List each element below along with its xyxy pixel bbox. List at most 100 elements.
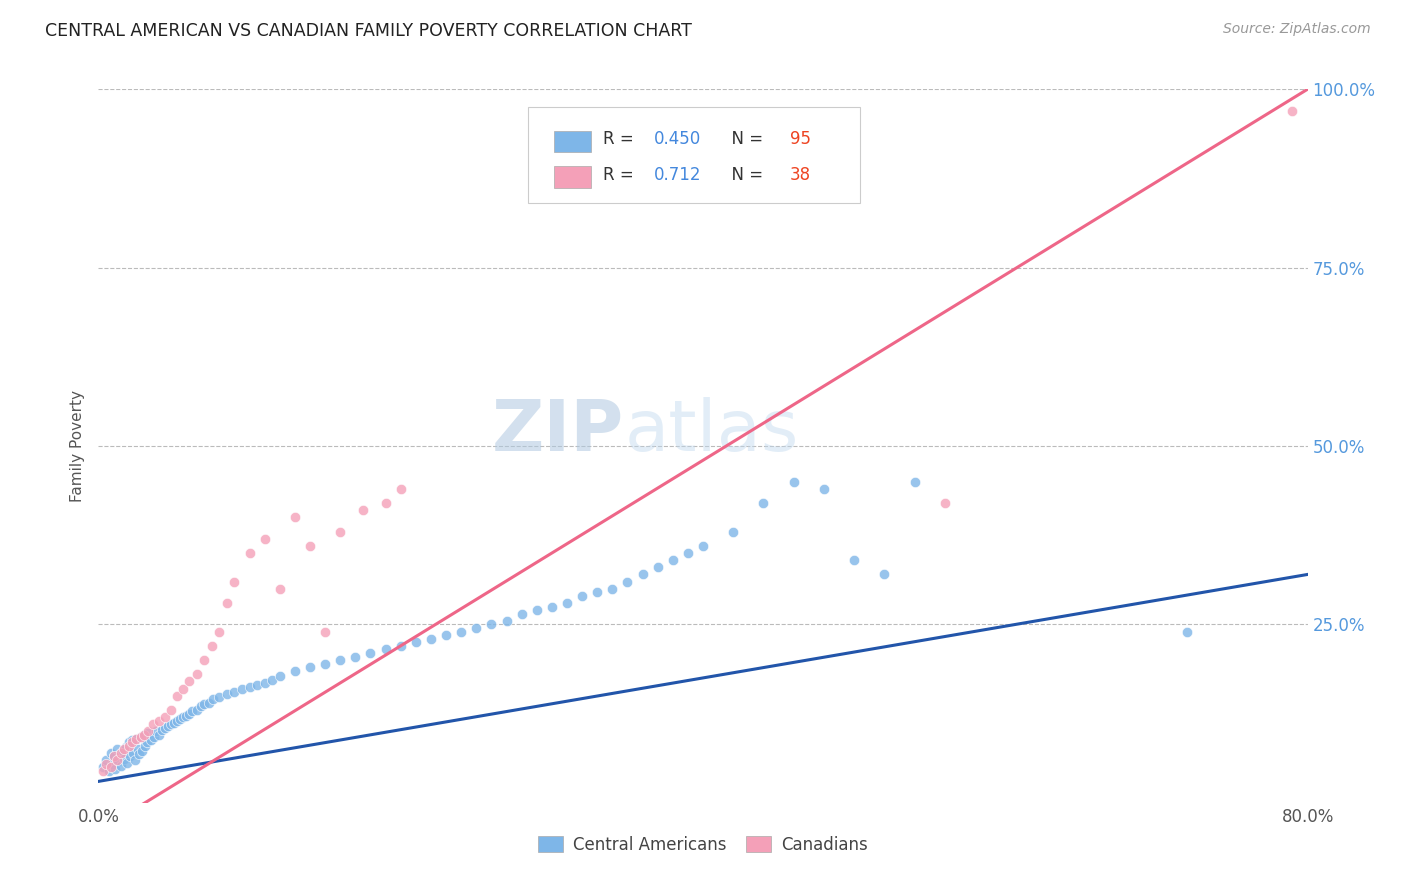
Point — [172, 681, 194, 696]
Point — [208, 690, 231, 705]
Point — [125, 731, 148, 746]
Point — [389, 482, 412, 496]
Point — [132, 728, 155, 742]
Point — [118, 739, 141, 753]
Point — [153, 721, 176, 735]
Point — [269, 582, 291, 596]
Point — [239, 546, 262, 560]
Text: CENTRAL AMERICAN VS CANADIAN FAMILY POVERTY CORRELATION CHART: CENTRAL AMERICAN VS CANADIAN FAMILY POVE… — [45, 22, 692, 40]
Point — [148, 714, 170, 728]
Point — [299, 660, 322, 674]
Point — [202, 692, 225, 706]
Y-axis label: Family Poverty: Family Poverty — [70, 390, 86, 502]
Point — [692, 539, 714, 553]
Point — [163, 715, 186, 730]
Point — [110, 746, 132, 760]
Point — [374, 496, 396, 510]
Point — [262, 673, 284, 687]
Point — [813, 482, 835, 496]
Point — [239, 680, 262, 694]
Point — [128, 747, 150, 762]
Text: 0.712: 0.712 — [654, 166, 702, 184]
Point — [114, 740, 136, 755]
Point — [389, 639, 412, 653]
Point — [253, 676, 276, 690]
Point — [125, 731, 148, 746]
Point — [224, 685, 246, 699]
Point — [166, 689, 188, 703]
Text: 0.450: 0.450 — [654, 130, 700, 148]
Point — [135, 735, 157, 749]
Text: 95: 95 — [790, 130, 811, 148]
Point — [555, 596, 578, 610]
Point — [142, 717, 165, 731]
Point — [434, 628, 457, 642]
Text: Source: ZipAtlas.com: Source: ZipAtlas.com — [1223, 22, 1371, 37]
Point — [121, 733, 143, 747]
Point — [91, 760, 114, 774]
Point — [481, 617, 503, 632]
Point — [101, 756, 124, 771]
Point — [121, 735, 143, 749]
Point — [314, 657, 336, 671]
Point — [148, 728, 170, 742]
Legend: Central Americans, Canadians: Central Americans, Canadians — [530, 828, 876, 863]
Point — [586, 585, 609, 599]
Point — [201, 639, 224, 653]
Point — [108, 747, 131, 762]
Point — [98, 764, 121, 778]
Point — [873, 567, 896, 582]
Point — [269, 669, 291, 683]
Point — [118, 735, 141, 749]
Point — [783, 475, 806, 489]
Point — [120, 749, 142, 764]
Point — [231, 681, 253, 696]
Point — [107, 755, 129, 769]
Point — [122, 746, 145, 760]
Point — [103, 749, 125, 764]
Point — [450, 624, 472, 639]
Point — [174, 708, 197, 723]
Point — [136, 726, 159, 740]
Point — [299, 539, 322, 553]
Point — [284, 510, 307, 524]
Point — [124, 753, 146, 767]
Point — [616, 574, 638, 589]
Point — [110, 758, 132, 772]
Point — [360, 646, 382, 660]
Point — [118, 739, 141, 753]
Point — [465, 621, 488, 635]
Text: R =: R = — [603, 166, 644, 184]
Point — [111, 744, 134, 758]
Point — [352, 503, 374, 517]
Point — [752, 496, 775, 510]
Point — [172, 710, 194, 724]
Point — [127, 742, 149, 756]
Point — [224, 574, 246, 589]
Point — [156, 719, 179, 733]
Point — [100, 760, 122, 774]
Point — [661, 553, 683, 567]
Text: N =: N = — [721, 166, 769, 184]
Point — [540, 599, 562, 614]
Point — [166, 714, 188, 728]
Point — [134, 739, 156, 753]
Point — [100, 746, 122, 760]
Point — [314, 624, 336, 639]
Point — [723, 524, 745, 539]
Point — [405, 635, 427, 649]
FancyBboxPatch shape — [554, 130, 591, 152]
Point — [602, 582, 624, 596]
Point — [136, 724, 159, 739]
Point — [160, 717, 183, 731]
Point — [169, 712, 191, 726]
Point — [1281, 103, 1303, 118]
Point — [115, 756, 138, 770]
Point — [104, 762, 127, 776]
Point — [844, 553, 866, 567]
Point — [181, 705, 204, 719]
Point — [934, 496, 956, 510]
Point — [1175, 624, 1198, 639]
Point — [344, 649, 367, 664]
Point — [112, 751, 135, 765]
